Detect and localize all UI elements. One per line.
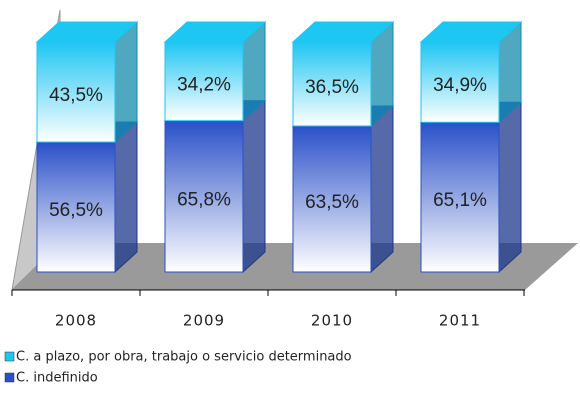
value-label: 63,5% bbox=[305, 192, 359, 213]
x-tick-label: 2008 bbox=[55, 312, 97, 330]
bar-side bbox=[242, 99, 266, 274]
bar-side bbox=[370, 104, 394, 274]
value-label: 65,1% bbox=[433, 190, 487, 211]
bar-front bbox=[420, 41, 500, 123]
value-label: 43,5% bbox=[49, 85, 103, 106]
bar-segment bbox=[35, 120, 139, 274]
value-label: 34,2% bbox=[177, 74, 231, 95]
value-label: 34,9% bbox=[433, 75, 487, 96]
x-tick-label: 2009 bbox=[183, 312, 225, 330]
bar-front bbox=[292, 41, 372, 127]
bar-front bbox=[420, 121, 500, 273]
bar-side bbox=[498, 101, 522, 274]
value-label: 56,5% bbox=[49, 200, 103, 221]
bar-front bbox=[36, 141, 116, 273]
bar-front bbox=[292, 125, 372, 273]
legend-label: C. indefinido bbox=[16, 371, 98, 386]
bar-front bbox=[36, 41, 116, 143]
legend-label: C. a plazo, por obra, trabajo o servicio… bbox=[16, 350, 352, 365]
value-label: 65,8% bbox=[177, 189, 231, 210]
bar-segment bbox=[419, 101, 523, 274]
x-tick-label: 2011 bbox=[439, 312, 481, 330]
x-tick-label: 2010 bbox=[311, 312, 353, 330]
bar-segment bbox=[291, 104, 395, 274]
legend-swatch bbox=[4, 351, 15, 362]
bar-side bbox=[114, 20, 138, 144]
bar-segment bbox=[35, 20, 139, 144]
bar-segment bbox=[163, 99, 267, 274]
bar-front bbox=[164, 41, 244, 122]
legend-swatch bbox=[4, 372, 15, 383]
bar-segment bbox=[291, 20, 395, 128]
value-label: 36,5% bbox=[305, 77, 359, 98]
bar-segment bbox=[419, 20, 523, 124]
bar-segment bbox=[163, 20, 267, 122]
bar-side bbox=[114, 120, 138, 274]
